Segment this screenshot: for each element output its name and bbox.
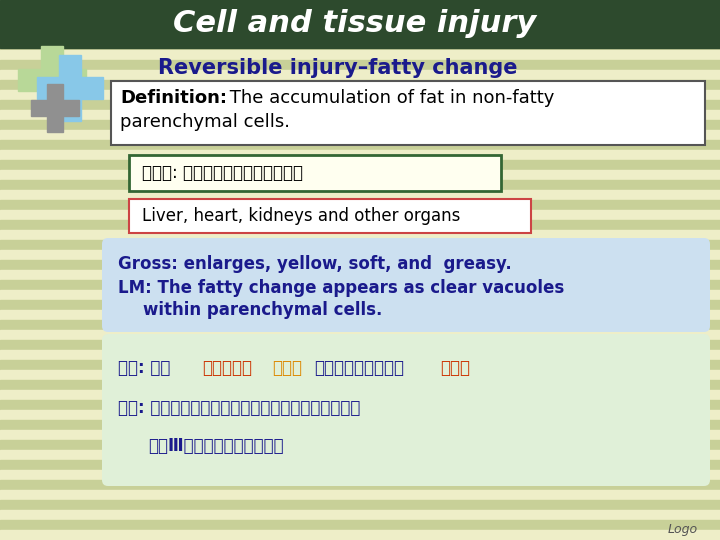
Bar <box>0 380 720 390</box>
Text: LM: The fatty change appears as clear vacuoles: LM: The fatty change appears as clear va… <box>118 279 564 297</box>
Bar <box>0 110 720 120</box>
Bar <box>0 180 720 190</box>
Bar <box>0 190 720 200</box>
Bar <box>0 280 720 290</box>
Bar <box>0 480 720 490</box>
Bar <box>0 150 720 160</box>
Bar <box>0 220 720 230</box>
Bar <box>0 170 720 180</box>
Bar <box>0 500 720 510</box>
Bar <box>0 50 720 60</box>
Bar <box>0 290 720 300</box>
Bar <box>0 240 720 250</box>
Text: Cell and tissue injury: Cell and tissue injury <box>174 10 536 38</box>
Bar <box>0 140 720 150</box>
Bar <box>0 160 720 170</box>
Bar <box>0 20 720 30</box>
Bar <box>0 90 720 100</box>
Bar <box>0 530 720 540</box>
Bar <box>0 230 720 240</box>
Bar <box>0 470 720 480</box>
Text: 油腻感: 油腻感 <box>440 359 470 377</box>
Bar <box>0 300 720 310</box>
Bar <box>0 350 720 360</box>
Text: ，边缘圆镨，切面呈: ，边缘圆镨，切面呈 <box>314 359 404 377</box>
Bar <box>0 80 720 90</box>
Bar <box>0 420 720 430</box>
Bar <box>0 490 720 500</box>
Text: 体积增大，: 体积增大， <box>202 359 252 377</box>
Bar <box>41 46 63 114</box>
Bar <box>0 450 720 460</box>
Bar <box>0 360 720 370</box>
Bar <box>0 270 720 280</box>
Bar <box>0 330 720 340</box>
Bar <box>0 370 720 380</box>
FancyBboxPatch shape <box>102 334 710 486</box>
Bar <box>0 340 720 350</box>
Text: within parenchymal cells.: within parenchymal cells. <box>143 301 382 319</box>
Text: parenchymal cells.: parenchymal cells. <box>120 113 290 131</box>
Bar <box>37 77 103 99</box>
Bar <box>31 100 79 116</box>
Bar <box>0 430 720 440</box>
Bar <box>0 210 720 220</box>
Bar <box>0 40 720 50</box>
Text: Logo: Logo <box>668 523 698 537</box>
Text: 苏丹Ⅲ呈橘红色，锇酸呈黑色: 苏丹Ⅲ呈橘红色，锇酸呈黑色 <box>148 437 284 455</box>
Bar <box>0 130 720 140</box>
Bar <box>0 390 720 400</box>
Bar <box>0 260 720 270</box>
FancyBboxPatch shape <box>129 155 501 191</box>
Text: 脂肪变: 实质细胞内脂肪的异常蚕积: 脂肪变: 实质细胞内脂肪的异常蚕积 <box>142 164 303 182</box>
Bar <box>48 84 63 132</box>
Text: 肉眼: 器官: 肉眼: 器官 <box>118 359 171 377</box>
Text: Liver, heart, kidneys and other organs: Liver, heart, kidneys and other organs <box>142 207 460 225</box>
Bar <box>0 10 720 20</box>
FancyBboxPatch shape <box>111 81 705 145</box>
Bar <box>0 310 720 320</box>
Bar <box>0 200 720 210</box>
Text: 光镜: 细胞内出现边缘较整齐的大小不等的圆形空泡，: 光镜: 细胞内出现边缘较整齐的大小不等的圆形空泡， <box>118 399 361 417</box>
Bar <box>0 30 720 40</box>
Bar <box>0 400 720 410</box>
Bar <box>0 460 720 470</box>
Text: The accumulation of fat in non-fatty: The accumulation of fat in non-fatty <box>224 89 554 107</box>
FancyBboxPatch shape <box>129 199 531 233</box>
Bar <box>0 510 720 520</box>
Bar <box>0 0 720 10</box>
Bar <box>0 60 720 70</box>
Text: Reversible injury–fatty change: Reversible injury–fatty change <box>158 58 518 78</box>
Bar <box>60 55 81 121</box>
Bar <box>0 440 720 450</box>
Bar <box>0 0 720 48</box>
Bar <box>0 410 720 420</box>
Bar <box>18 69 86 91</box>
Bar <box>0 70 720 80</box>
Text: Gross: enlarges, yellow, soft, and  greasy.: Gross: enlarges, yellow, soft, and greas… <box>118 255 512 273</box>
Bar <box>0 250 720 260</box>
Bar <box>0 120 720 130</box>
Bar <box>0 100 720 110</box>
Text: 淡黄色: 淡黄色 <box>272 359 302 377</box>
Bar <box>0 520 720 530</box>
FancyBboxPatch shape <box>102 238 710 332</box>
Bar <box>0 320 720 330</box>
Text: Definition:: Definition: <box>120 89 227 107</box>
